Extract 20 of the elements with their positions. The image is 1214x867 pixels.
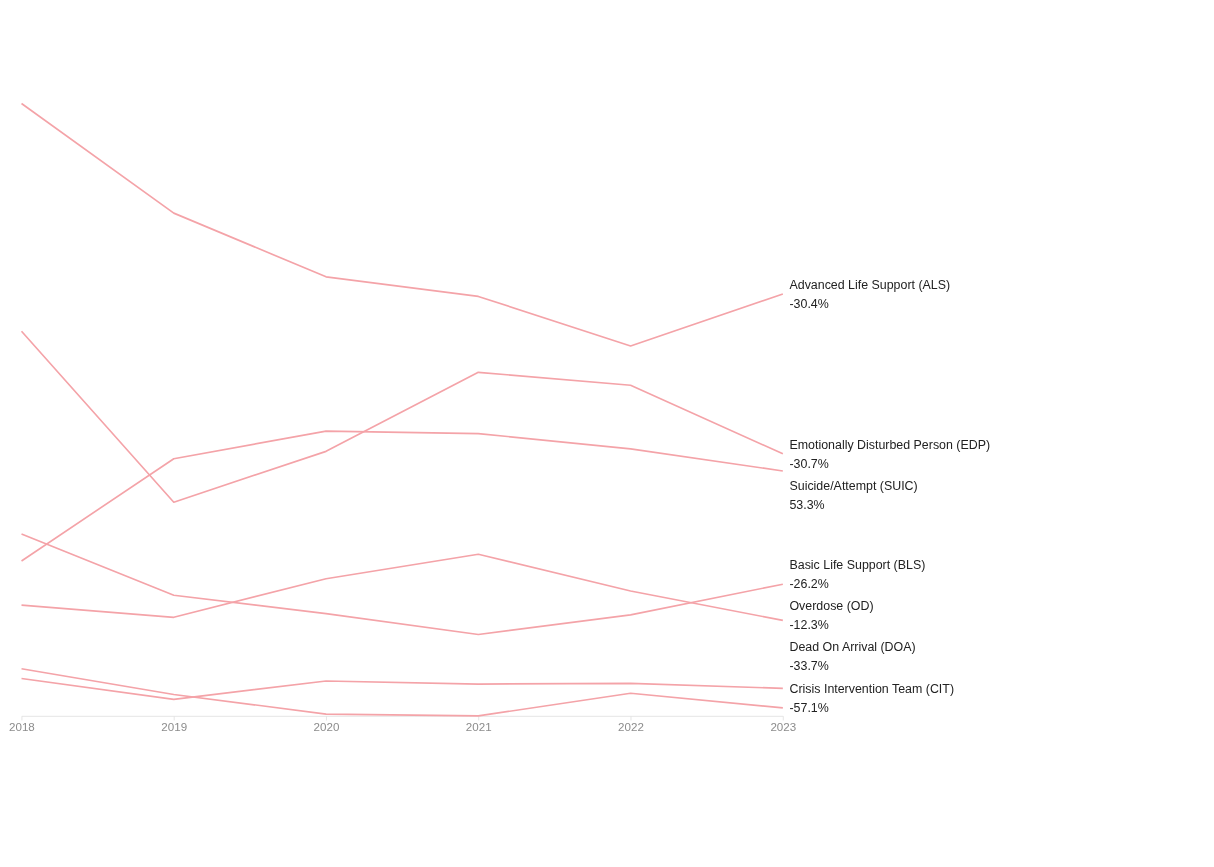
series-label: Crisis Intervention Team (CIT) <box>789 681 955 696</box>
text: -30.7% <box>789 456 829 471</box>
x-tick-label: 2022 <box>618 721 644 734</box>
text: -30.4% <box>789 297 829 312</box>
x-tick-label: 2018 <box>9 721 35 734</box>
text: Dead On Arrival (DOA) <box>789 640 916 655</box>
series-label: Basic Life Support (BLS) <box>789 557 926 572</box>
x-tick-label: 2021 <box>465 721 492 734</box>
x-tick-label: 2019 <box>161 721 188 734</box>
text: -26.2% <box>789 576 829 591</box>
series-label: Emotionally Disturbed Person (EDP) <box>789 437 991 452</box>
text: -33.7% <box>789 659 829 674</box>
x-tick-label: 2023 <box>770 721 797 734</box>
series-label: Advanced Life Support (ALS) <box>789 278 951 292</box>
text: 53.3% <box>789 498 825 513</box>
series-label: Overdose (OD) <box>789 598 874 613</box>
series-label: Suicide/Attempt (SUIC) <box>789 479 918 494</box>
text: -57.1% <box>789 700 829 715</box>
x-tick-label: 2020 <box>313 721 340 734</box>
text: -12.3% <box>789 618 829 632</box>
